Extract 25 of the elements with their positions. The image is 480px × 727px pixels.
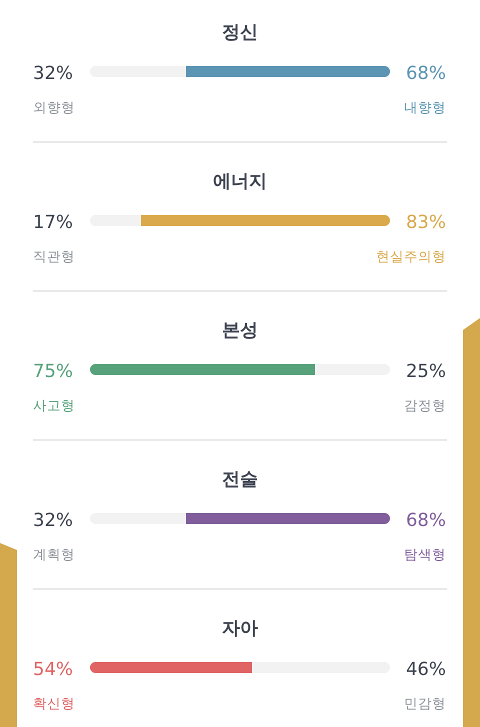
data-label: 25% <box>406 361 446 382</box>
data-label: 54% <box>33 659 74 680</box>
data-label: 68% <box>406 510 446 531</box>
text: 탐색형 <box>404 547 446 563</box>
text: 민감형 <box>404 696 446 712</box>
chart-title: 자아 <box>222 618 258 639</box>
text: 직관형 <box>33 249 75 265</box>
text: 내향형 <box>404 100 446 116</box>
text: 감정형 <box>404 398 446 414</box>
data-label: 46% <box>406 659 446 680</box>
data-label: 32% <box>33 63 74 84</box>
text: 계획형 <box>33 547 75 563</box>
data-label: 83% <box>406 212 446 233</box>
text: 외향형 <box>33 100 75 116</box>
chart-title: 에너지 <box>213 171 267 192</box>
series-label: 현실주의형 <box>376 249 446 265</box>
chart-title: 정신 <box>222 22 258 43</box>
data-label: 68% <box>406 63 446 84</box>
data-label: 32% <box>33 510 74 531</box>
data-label: 75% <box>33 361 74 382</box>
chart-title: 본성 <box>222 320 258 341</box>
text: 사고형 <box>33 398 75 414</box>
data-label: 17% <box>33 212 74 233</box>
chart-title: 전술 <box>222 469 258 490</box>
text: 확신형 <box>33 696 75 712</box>
